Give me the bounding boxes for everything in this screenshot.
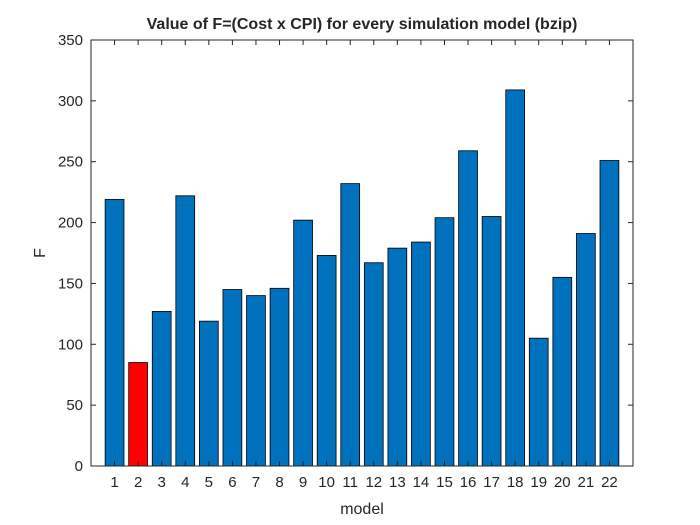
bar-18 bbox=[505, 89, 526, 467]
bar-2 bbox=[128, 362, 148, 467]
axes-box bbox=[90, 39, 634, 467]
chart-title: Value of F=(Cost x CPI) for every simula… bbox=[147, 16, 578, 33]
x-tick-label: 8 bbox=[275, 474, 283, 491]
y-tick-label: 100 bbox=[58, 336, 83, 353]
x-tick-label: 19 bbox=[530, 474, 547, 491]
x-tick-label: 11 bbox=[342, 474, 358, 491]
bar-14 bbox=[411, 241, 431, 467]
x-tick-label: 12 bbox=[365, 474, 382, 491]
x-tick-label: 13 bbox=[389, 474, 406, 491]
x-tick-label: 15 bbox=[436, 474, 453, 491]
bars-layer bbox=[104, 89, 620, 467]
bar-8 bbox=[269, 287, 290, 467]
x-axis-label: model bbox=[340, 501, 384, 518]
y-tick-label: 300 bbox=[58, 93, 83, 110]
x-tick-label: 7 bbox=[252, 474, 260, 491]
x-tick-label: 20 bbox=[554, 474, 571, 491]
y-tick-label: 250 bbox=[58, 154, 83, 171]
bar-22 bbox=[599, 160, 620, 467]
bar-4 bbox=[175, 195, 196, 467]
y-tick-label: 200 bbox=[58, 215, 83, 232]
plot-area bbox=[91, 40, 633, 466]
bar-7 bbox=[246, 295, 266, 467]
bar-1 bbox=[104, 199, 125, 467]
bar-17 bbox=[481, 216, 502, 467]
y-tick-label: 0 bbox=[75, 458, 83, 475]
x-tick-label: 21 bbox=[578, 474, 595, 491]
bar-20 bbox=[552, 276, 573, 467]
x-tick-label: 3 bbox=[158, 474, 166, 491]
bar-19 bbox=[528, 337, 549, 467]
x-tick-label: 18 bbox=[507, 474, 524, 491]
bar-10 bbox=[316, 255, 337, 467]
x-tick-label: 16 bbox=[460, 474, 477, 491]
bar-13 bbox=[387, 247, 408, 467]
bar-21 bbox=[576, 233, 596, 467]
bar-5 bbox=[198, 320, 219, 467]
x-tick-label: 5 bbox=[205, 474, 213, 491]
x-tick-label: 9 bbox=[299, 474, 307, 491]
y-tick-label: 150 bbox=[58, 275, 83, 292]
bar-3 bbox=[151, 311, 172, 467]
x-tick-label: 6 bbox=[228, 474, 236, 491]
x-tick-label: 17 bbox=[483, 474, 500, 491]
bar-6 bbox=[222, 289, 243, 467]
x-tick-label: 22 bbox=[601, 474, 618, 491]
x-tick-label: 2 bbox=[134, 474, 142, 491]
bar-16 bbox=[458, 150, 478, 467]
x-tick-label: 1 bbox=[110, 474, 118, 491]
y-tick-label: 350 bbox=[58, 32, 83, 49]
bar-9 bbox=[293, 219, 313, 467]
x-tick-label: 10 bbox=[318, 474, 335, 491]
y-axis-label: F bbox=[32, 248, 49, 258]
bar-11 bbox=[340, 183, 361, 467]
y-tick-label: 50 bbox=[66, 397, 83, 414]
x-tick-label: 4 bbox=[181, 474, 189, 491]
bar-12 bbox=[363, 262, 384, 467]
bar-15 bbox=[434, 217, 455, 467]
x-tick-label: 14 bbox=[413, 474, 430, 491]
